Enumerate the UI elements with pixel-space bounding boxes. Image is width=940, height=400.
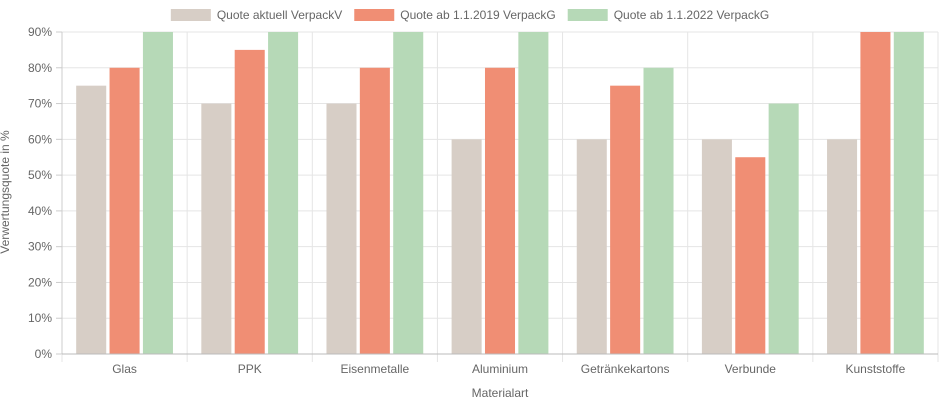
x-tick-label: Glas	[112, 362, 137, 376]
y-axis-title: Verwertungsquote in %	[0, 130, 12, 254]
y-tick-label: 40%	[28, 204, 52, 218]
x-tick-label: Aluminium	[472, 362, 528, 376]
bar[interactable]: Quote aktuell VerpackV – Aluminium: 60%	[451, 139, 482, 354]
bar[interactable]: Quote ab 1.1.2019 VerpackG – Aluminium: …	[484, 67, 516, 355]
y-tick-label: 70%	[28, 97, 52, 111]
bar[interactable]: Quote ab 1.1.2022 VerpackG – PPK: 90%	[268, 32, 299, 354]
legend-item[interactable]: Quote ab 1.1.2022 VerpackG	[567, 8, 769, 22]
legend-item[interactable]: Quote aktuell VerpackV	[170, 8, 342, 22]
legend-swatch	[354, 9, 395, 21]
bar[interactable]: Quote ab 1.1.2019 VerpackG – Kunststoffe…	[860, 32, 891, 354]
bar[interactable]: Quote ab 1.1.2022 VerpackG – Glas: 90%	[142, 32, 173, 354]
legend-label: Quote aktuell VerpackV	[217, 8, 342, 22]
y-tick-label: 30%	[28, 240, 52, 254]
y-tick-labels: 0% 10% 20% 30% 40% 50% 60% 70% 80% 90%	[28, 25, 52, 361]
x-tick-label: Eisenmetalle	[341, 362, 410, 376]
y-tick-label: 0%	[35, 347, 53, 361]
bar[interactable]: Quote ab 1.1.2022 VerpackG – Verbunde: 7…	[768, 103, 799, 354]
bar[interactable]: Quote aktuell VerpackV – PPK: 70%	[201, 103, 232, 354]
legend-swatch	[170, 9, 211, 21]
y-tick-label: 60%	[28, 132, 52, 146]
bar[interactable]: Quote aktuell VerpackV – Glas: 75%	[76, 85, 107, 355]
bar[interactable]: Quote ab 1.1.2019 VerpackG – PPK: 85%	[234, 49, 265, 355]
bar[interactable]: Quote aktuell VerpackV – Verbunde: 60%	[701, 139, 732, 354]
y-tick-label: 90%	[28, 25, 52, 39]
bar[interactable]: Quote ab 1.1.2022 VerpackG – Eisenmetall…	[393, 32, 424, 354]
bar[interactable]: Quote ab 1.1.2019 VerpackG – Eisenmetall…	[359, 67, 390, 355]
y-tick-label: 50%	[28, 168, 52, 182]
bar[interactable]: Quote ab 1.1.2022 VerpackG – Getränkekar…	[643, 67, 674, 355]
y-tick-label: 80%	[28, 61, 52, 75]
bar[interactable]: Quote ab 1.1.2019 VerpackG – Getränkekar…	[610, 85, 641, 355]
legend-label: Quote ab 1.1.2022 VerpackG	[614, 8, 769, 22]
x-tick-label: Verbunde	[725, 362, 777, 376]
bar[interactable]: Quote aktuell VerpackV – Eisenmetalle: 7…	[326, 103, 357, 354]
bar[interactable]: Quote aktuell VerpackV – Kunststoffe: 60…	[827, 139, 858, 354]
legend-item[interactable]: Quote ab 1.1.2019 VerpackG	[354, 8, 556, 22]
bar[interactable]: Quote ab 1.1.2022 VerpackG – Kunststoffe…	[893, 32, 924, 354]
x-tick-label: Kunststoffe	[846, 362, 906, 376]
axes	[61, 32, 938, 355]
y-tick-label: 20%	[28, 275, 52, 289]
x-tick-label: Getränkekartons	[581, 362, 670, 376]
x-tick-label: PPK	[238, 362, 262, 376]
bar[interactable]: Quote aktuell VerpackV – Getränkekartons…	[576, 139, 607, 354]
x-axis-title: Materialart	[472, 386, 529, 400]
bar[interactable]: Quote ab 1.1.2022 VerpackG – Aluminium: …	[518, 32, 549, 354]
bar[interactable]: Quote ab 1.1.2019 VerpackG – Verbunde: 5…	[735, 157, 766, 354]
x-tick-labels: Glas PPK Eisenmetalle Aluminium Getränkekart…	[112, 362, 905, 376]
bar[interactable]: Quote ab 1.1.2019 VerpackG – Glas: 80%	[109, 67, 140, 355]
legend[interactable]: Quote aktuell VerpackV Quote ab 1.1.2019 …	[170, 8, 769, 22]
legend-label: Quote ab 1.1.2019 VerpackG	[400, 8, 555, 22]
y-tick-label: 10%	[28, 311, 52, 325]
legend-swatch	[567, 9, 608, 21]
bars: Quote aktuell VerpackV – Glas: 75%Quote …	[76, 32, 924, 355]
